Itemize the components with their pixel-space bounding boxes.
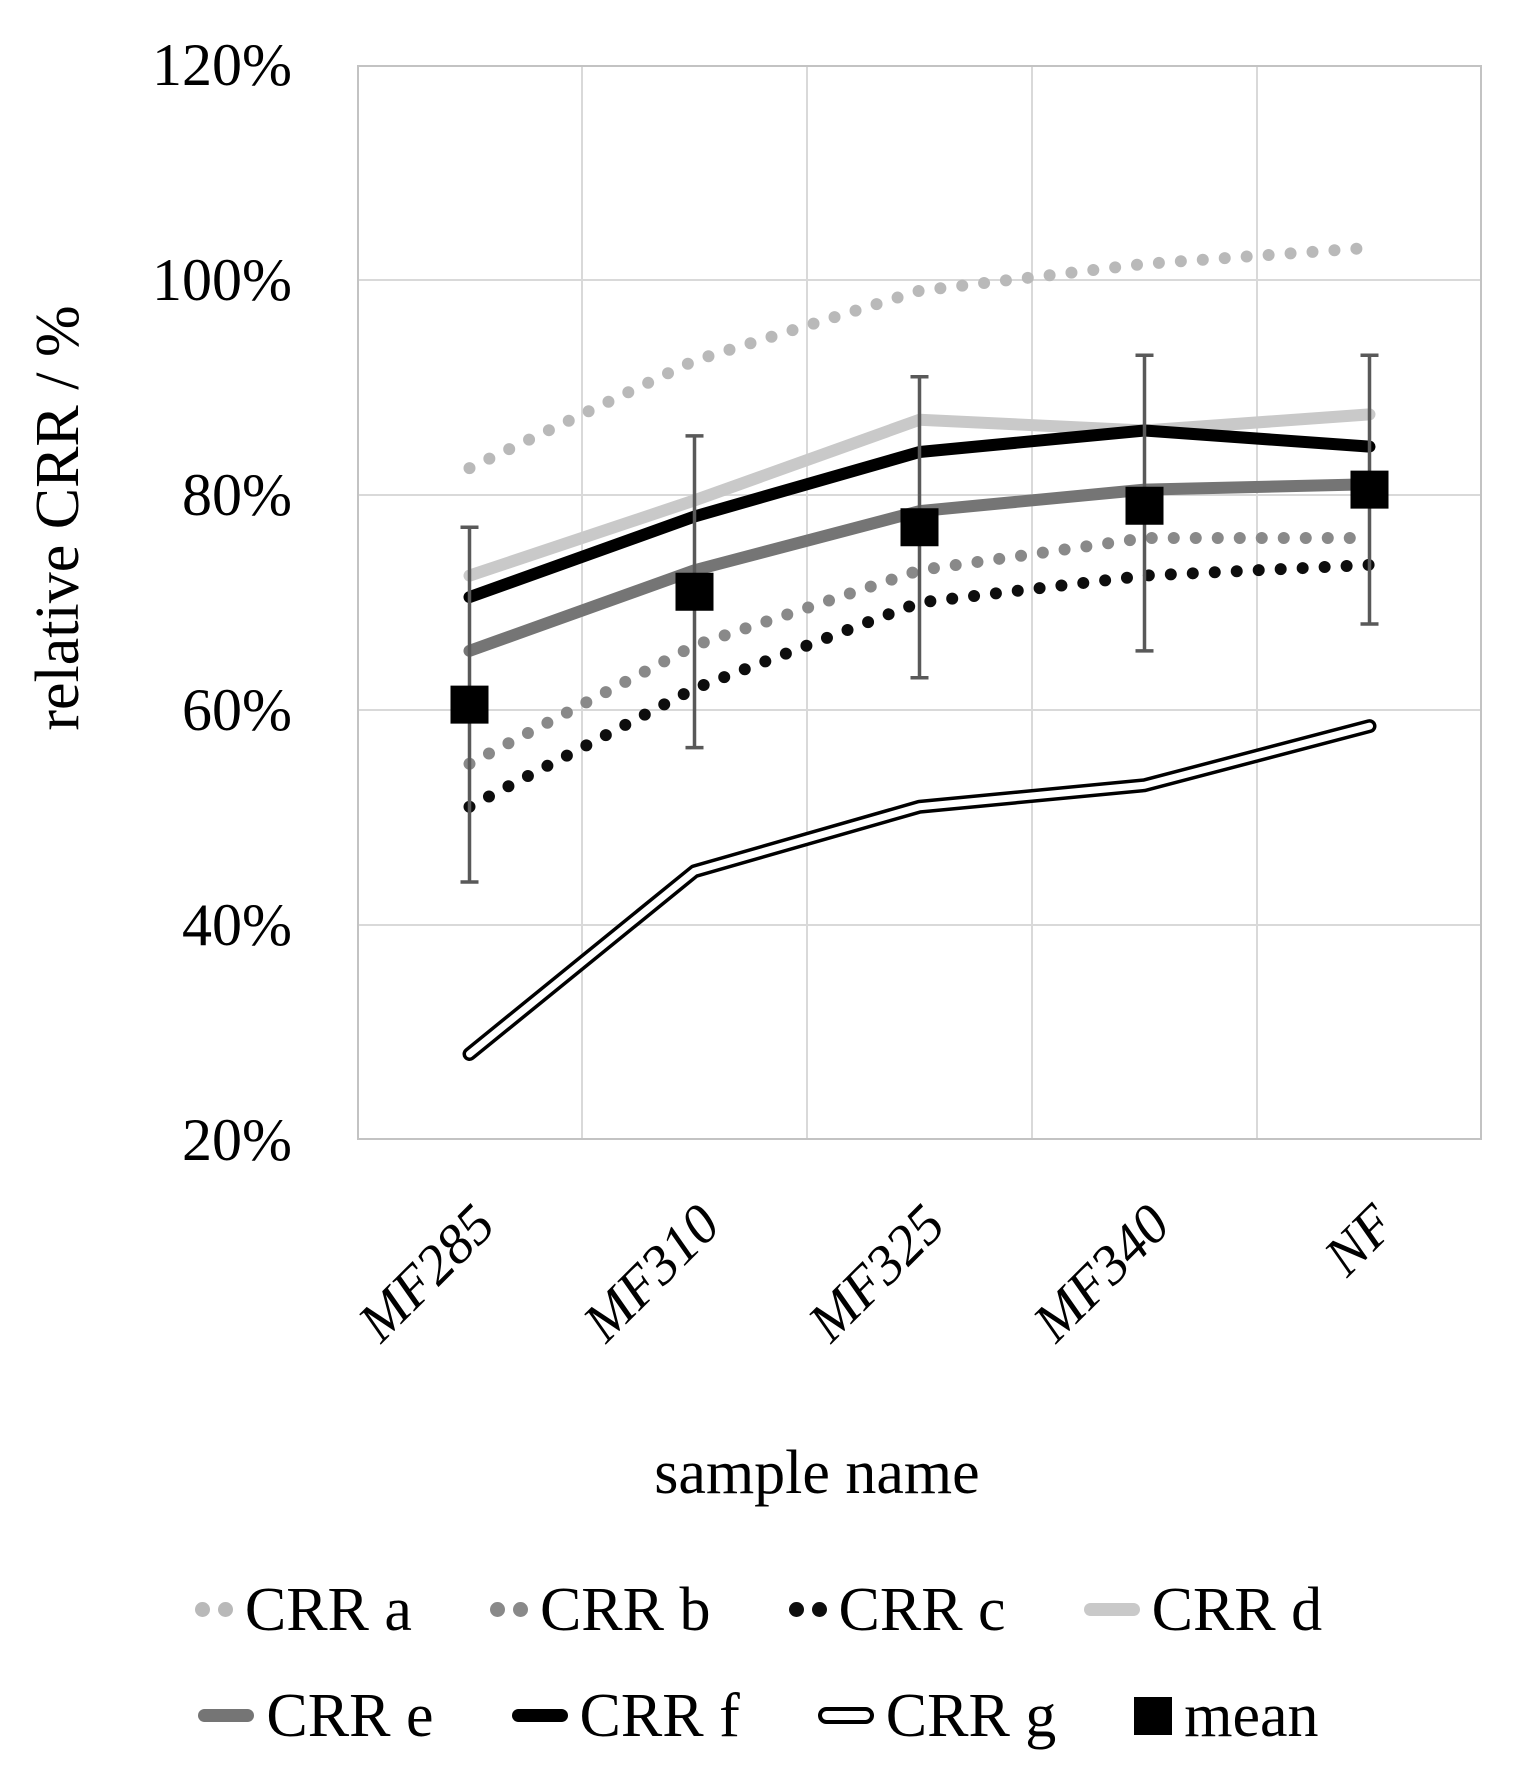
y-tick-label: 60% [182, 677, 292, 743]
y-tick-label: 40% [182, 892, 292, 958]
y-tick-label: 100% [152, 247, 292, 313]
plot-area [357, 65, 1482, 1140]
legend-item-CRR-c: CRR c [788, 1575, 1006, 1645]
legend-swatch-line-icon [511, 1709, 568, 1722]
legend-dot-icon [217, 1602, 233, 1617]
legend-label: mean [1184, 1681, 1319, 1750]
legend-item-CRR-e: CRR e [198, 1681, 434, 1751]
legend-row-1: CRR a CRR b CRR c CRR d [0, 1562, 1517, 1657]
legend-dot-icon [489, 1602, 505, 1617]
x-tick-label: NF [1311, 1193, 1407, 1288]
legend-dot-icon [194, 1602, 210, 1617]
legend-item-mean: mean [1134, 1681, 1319, 1751]
legend-dot-icon [811, 1602, 827, 1617]
legend-item-CRR-a: CRR a [194, 1575, 412, 1645]
y-tick-label: 20% [182, 1107, 292, 1173]
legend-label: CRR d [1151, 1575, 1323, 1644]
series-CRR-g-core [466, 722, 1373, 1058]
legend-item-CRR-f: CRR f [511, 1681, 740, 1751]
legend-swatch-dotted-icon [194, 1602, 233, 1617]
legend-swatch-double-line-icon [817, 1707, 874, 1724]
x-tick-label: MF310 [571, 1193, 732, 1354]
plot-border [357, 65, 1482, 1140]
mean-marker [675, 572, 714, 611]
legend-label: CRR a [244, 1575, 412, 1644]
legend-item-CRR-b: CRR b [489, 1575, 711, 1645]
legend-item-CRR-g: CRR g [817, 1681, 1057, 1751]
x-tick-label: MF325 [796, 1193, 957, 1354]
legend-swatch-dotted-icon [788, 1602, 827, 1617]
mean-marker [900, 508, 939, 547]
legend-item-CRR-d: CRR d [1083, 1575, 1323, 1645]
x-axis-title: sample name [654, 1439, 980, 1507]
mean-marker [450, 685, 489, 724]
mean-marker [1125, 486, 1164, 525]
x-tick-label: MF340 [1021, 1193, 1182, 1354]
legend-swatch-line-icon [1083, 1603, 1140, 1616]
legend-dot-icon [512, 1602, 528, 1617]
series-CRR-g-outline [462, 719, 1377, 1061]
legend-label: CRR b [539, 1575, 711, 1644]
legend-swatch-line-icon [198, 1709, 255, 1722]
legend-swatch-square-icon [1134, 1696, 1173, 1735]
series-CRR-c [463, 558, 1376, 813]
legend-row-2: CRR e CRR f CRR g mean [0, 1668, 1517, 1763]
y-tick-label: 80% [182, 462, 292, 528]
legend-swatch-dotted-icon [489, 1602, 528, 1617]
legend-label: CRR g [885, 1681, 1057, 1750]
series-CRR-a [463, 241, 1376, 475]
legend-label: CRR e [266, 1681, 434, 1750]
y-tick-label: 120% [152, 32, 292, 98]
legend-label: CRR c [838, 1575, 1006, 1644]
legend-dot-icon [788, 1602, 804, 1617]
series-CRR-b [463, 532, 1376, 770]
x-tick-label: MF285 [346, 1193, 507, 1354]
legend-label: CRR f [579, 1681, 740, 1750]
mean-marker [1350, 470, 1389, 509]
